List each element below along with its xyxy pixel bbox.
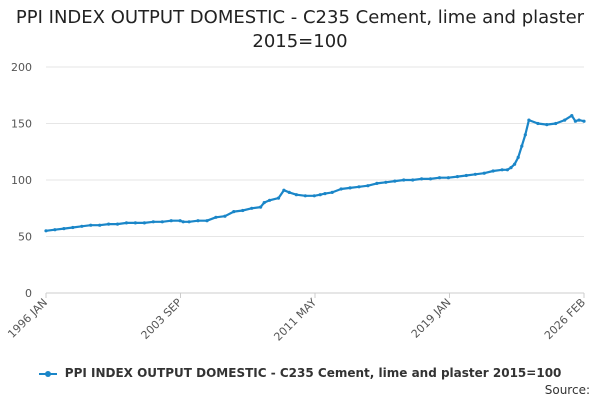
data-point-0-42 [384,180,388,184]
data-point-0-67 [570,114,574,118]
data-point-0-7 [107,222,111,226]
data-point-0-4 [80,224,84,228]
data-point-0-15 [178,219,182,223]
data-point-0-24 [250,206,254,210]
data-point-0-47 [428,177,433,181]
y-tick-label-100: 100 [11,174,32,187]
data-point-0-39 [357,185,361,189]
chart-title-line-1: PPI INDEX OUTPUT DOMESTIC - C235 Cement,… [15,7,585,28]
data-point-0-32 [303,194,307,198]
data-point-0-66 [563,118,567,122]
data-point-0-0 [44,229,48,233]
data-point-0-43 [393,179,397,183]
y-tick-label-150: 150 [11,118,32,131]
data-point-0-17 [187,220,191,224]
data-point-0-46 [420,177,424,181]
data-point-0-55 [500,168,504,172]
data-point-0-61 [523,133,527,137]
data-point-0-57 [509,166,513,170]
data-point-0-59 [516,155,520,159]
data-point-0-19 [205,219,209,223]
data-point-0-62 [527,118,531,122]
data-point-0-56 [505,168,509,172]
data-point-0-6 [98,223,102,227]
data-point-0-1 [53,228,57,232]
data-point-0-10 [133,221,137,225]
x-tick-label-4: 2026 FEB [542,296,588,342]
data-point-0-63 [536,121,540,126]
data-point-0-25 [259,205,263,209]
data-point-0-23 [241,208,245,213]
data-point-0-37 [339,187,343,191]
data-point-0-70 [582,119,586,123]
x-tick-label-0: 1996 JAN [5,296,50,341]
data-point-0-44 [402,178,406,182]
x-tick-label-1: 2003 SEP [139,296,185,342]
data-point-0-20 [214,215,218,219]
x-tick-label-2: 2011 MAY [271,296,319,344]
data-point-0-33 [312,194,316,198]
data-point-0-34 [318,193,322,197]
data-point-0-18 [196,219,200,223]
data-point-0-11 [142,221,146,225]
data-point-0-31 [294,193,298,197]
x-tick-label-3: 2019 JAN [409,296,454,341]
data-point-0-3 [71,225,75,230]
data-point-0-21 [223,214,227,218]
data-point-0-30 [287,190,291,194]
data-point-0-65 [554,121,558,126]
data-point-0-48 [437,176,442,180]
data-point-0-40 [366,184,370,188]
data-point-0-22 [232,210,236,214]
data-point-0-64 [545,123,549,127]
y-tick-label-50: 50 [18,231,32,244]
data-point-0-26 [262,201,266,205]
legend-label: PPI INDEX OUTPUT DOMESTIC - C235 Cement,… [64,366,562,380]
y-tick-label-200: 200 [11,61,32,74]
chart-title: PPI INDEX OUTPUT DOMESTIC - C235 Cement,… [0,6,600,54]
y-tick-label-0: 0 [25,287,32,300]
data-point-0-41 [375,181,379,185]
data-point-0-36 [330,190,334,194]
data-point-0-13 [160,220,164,224]
data-point-0-8 [115,222,120,226]
data-point-0-35 [323,192,327,196]
data-point-0-14 [169,219,173,223]
data-point-0-16 [181,220,185,224]
data-point-0-49 [446,176,450,180]
data-point-0-54 [491,169,495,173]
chart-title-line-2: 2015=100 [252,31,348,52]
data-point-0-60 [520,144,524,148]
data-point-0-29 [282,188,286,192]
data-point-0-58 [513,162,517,166]
data-point-0-12 [151,220,155,224]
series-line-0 [44,114,586,232]
data-point-0-45 [411,178,415,182]
data-point-0-38 [348,186,352,190]
data-point-0-53 [482,171,486,175]
data-point-0-68 [573,119,578,123]
data-point-0-9 [124,221,129,225]
data-point-0-50 [455,175,459,179]
data-point-0-5 [89,223,93,227]
data-point-0-2 [62,227,66,231]
source-label: Source: [544,383,590,397]
legend[interactable]: PPI INDEX OUTPUT DOMESTIC - C235 Cement,… [0,366,600,380]
legend-line-marker-icon [38,370,57,377]
data-point-0-27 [268,198,272,202]
data-point-0-28 [276,196,281,200]
data-point-0-69 [577,118,581,122]
data-point-0-52 [473,172,477,176]
data-point-0-51 [464,173,468,178]
